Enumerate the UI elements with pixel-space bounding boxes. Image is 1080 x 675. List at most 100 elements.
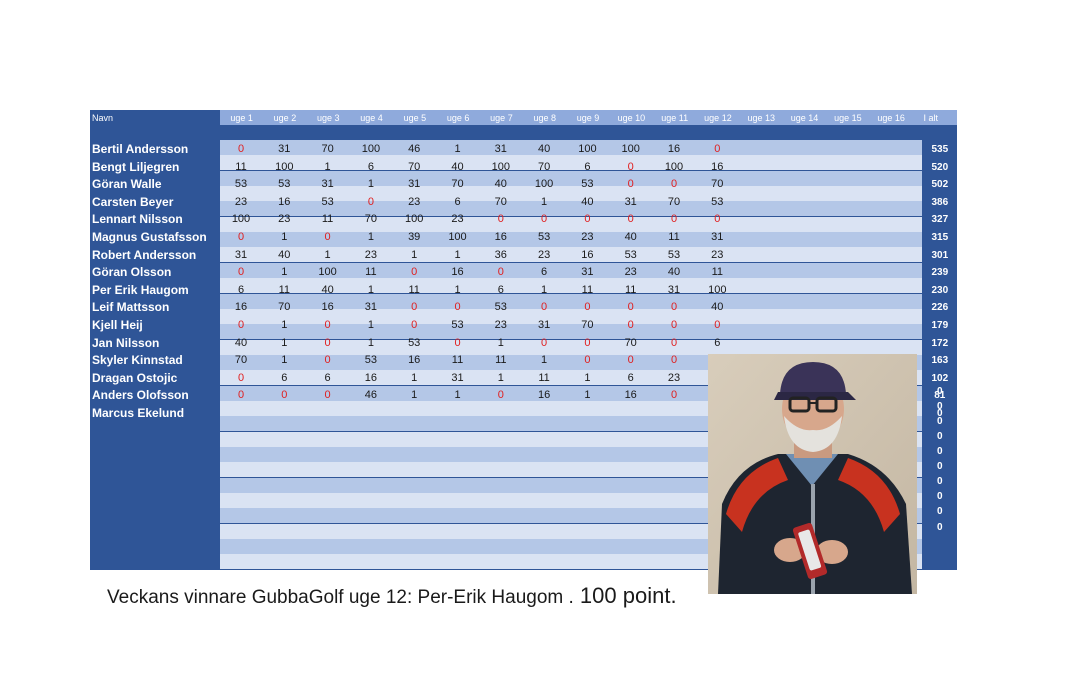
score-cell: 0 — [411, 266, 418, 279]
score-cell: 53 — [278, 178, 291, 191]
score-cell: 1 — [411, 389, 418, 402]
score-cell: 53 — [364, 354, 378, 367]
score-cell: 6 — [454, 195, 461, 208]
score-cell: 0 — [237, 319, 245, 331]
score-cell: 1 — [281, 266, 288, 279]
score-cell: 100 — [275, 160, 294, 173]
score-cell: 16 — [537, 389, 551, 402]
score-cell: 53 — [624, 248, 637, 261]
score-cell: 1 — [281, 336, 288, 349]
score-cell: 0 — [237, 266, 245, 279]
score-cell: 40 — [581, 195, 594, 208]
score-cell: 31 — [494, 143, 507, 155]
header-week-1: uge 1 — [230, 113, 253, 123]
score-cell: 70 — [408, 160, 421, 173]
score-cell: 11 — [581, 283, 594, 296]
header-week-9: uge 9 — [576, 113, 600, 123]
score-cell: 0 — [411, 319, 418, 331]
header-week-15: uge 15 — [834, 113, 862, 123]
header-week-4: uge 4 — [360, 113, 383, 123]
score-cell: 53 — [494, 301, 507, 314]
score-cell: 0 — [237, 143, 245, 155]
score-cell: 16 — [278, 195, 291, 208]
score-cell: 1 — [411, 371, 418, 384]
row-stripe — [220, 308, 922, 324]
total-cell: 0 — [937, 506, 943, 518]
player-name: Dragan Ostojic — [92, 370, 178, 385]
total-cell: 172 — [931, 337, 949, 349]
score-cell: 31 — [537, 319, 551, 331]
score-cell: 1 — [497, 371, 504, 384]
score-cell: 40 — [234, 336, 248, 349]
score-cell: 40 — [451, 160, 464, 173]
score-cell: 6 — [237, 283, 245, 296]
score-cell: 1 — [367, 178, 374, 191]
winner-caption-text: Veckans vinnare GubbaGolf uge 12: Per-Er… — [107, 587, 574, 608]
score-cell: 16 — [364, 371, 378, 384]
total-cell: 239 — [931, 267, 949, 279]
winner-photo — [708, 354, 917, 594]
header-week-14: uge 14 — [790, 113, 819, 123]
score-cell: 100 — [708, 283, 727, 296]
score-cell: 1 — [584, 371, 591, 384]
score-cell: 1 — [324, 248, 331, 261]
score-cell: 0 — [714, 143, 721, 155]
score-cell: 0 — [627, 178, 634, 191]
score-cell: 0 — [670, 319, 678, 331]
score-cell: 23 — [451, 213, 464, 226]
total-cell: 0 — [937, 491, 943, 503]
score-cell: 16 — [624, 389, 637, 402]
row-stripe — [220, 247, 922, 263]
row-stripe — [220, 293, 922, 309]
player-name: Anders Olofsson — [92, 388, 189, 403]
player-name: Carsten Beyer — [92, 194, 174, 209]
header-week-6: uge 6 — [446, 113, 470, 123]
score-cell: 1 — [411, 248, 418, 261]
score-cell: 0 — [627, 319, 634, 331]
score-cell: 40 — [711, 301, 724, 314]
score-cell: 0 — [584, 301, 591, 314]
score-cell: 100 — [578, 143, 597, 155]
header-week-11: uge 11 — [661, 113, 689, 123]
header-week-8: uge 8 — [533, 113, 556, 123]
total-cell: 0 — [937, 385, 943, 397]
score-cell: 0 — [324, 336, 331, 349]
score-cell: 11 — [495, 354, 507, 367]
score-cell: 31 — [278, 143, 291, 155]
score-cell: 70 — [278, 301, 291, 314]
score-cell: 40 — [624, 231, 637, 243]
total-cell: 0 — [937, 476, 943, 488]
score-cell: 70 — [624, 336, 637, 349]
score-cell: 31 — [451, 371, 464, 384]
score-cell: 23 — [581, 231, 594, 243]
score-cell: 11 — [624, 283, 637, 296]
total-cell: 502 — [931, 179, 949, 191]
total-cell: 230 — [931, 284, 949, 296]
score-cell: 0 — [584, 354, 591, 367]
score-cell: 0 — [627, 301, 634, 314]
row-stripe — [220, 324, 922, 340]
score-cell: 40 — [321, 283, 334, 296]
row-stripe — [220, 262, 922, 278]
score-cell: 11 — [711, 266, 723, 279]
score-cell: 31 — [581, 266, 594, 279]
header-week-5: uge 5 — [403, 113, 427, 123]
score-cell: 1 — [541, 195, 548, 208]
score-cell: 0 — [541, 301, 548, 314]
score-cell: 31 — [711, 231, 724, 243]
score-cell: 0 — [714, 213, 721, 226]
player-name: Bertil Andersson — [92, 142, 189, 156]
score-cell: 1 — [281, 231, 288, 243]
header-week-16: uge 16 — [877, 113, 905, 123]
score-cell: 0 — [670, 213, 678, 226]
score-cell: 31 — [364, 301, 378, 314]
row-stripe — [220, 201, 922, 217]
score-cell: 53 — [667, 248, 681, 261]
total-cell: 179 — [931, 320, 949, 331]
total-cell: 163 — [931, 355, 949, 367]
score-cell: 16 — [711, 160, 724, 173]
player-name: Per Erik Haugom — [92, 282, 189, 297]
score-cell: 100 — [318, 266, 337, 279]
score-cell: 16 — [234, 301, 248, 314]
score-cell: 0 — [454, 336, 461, 349]
